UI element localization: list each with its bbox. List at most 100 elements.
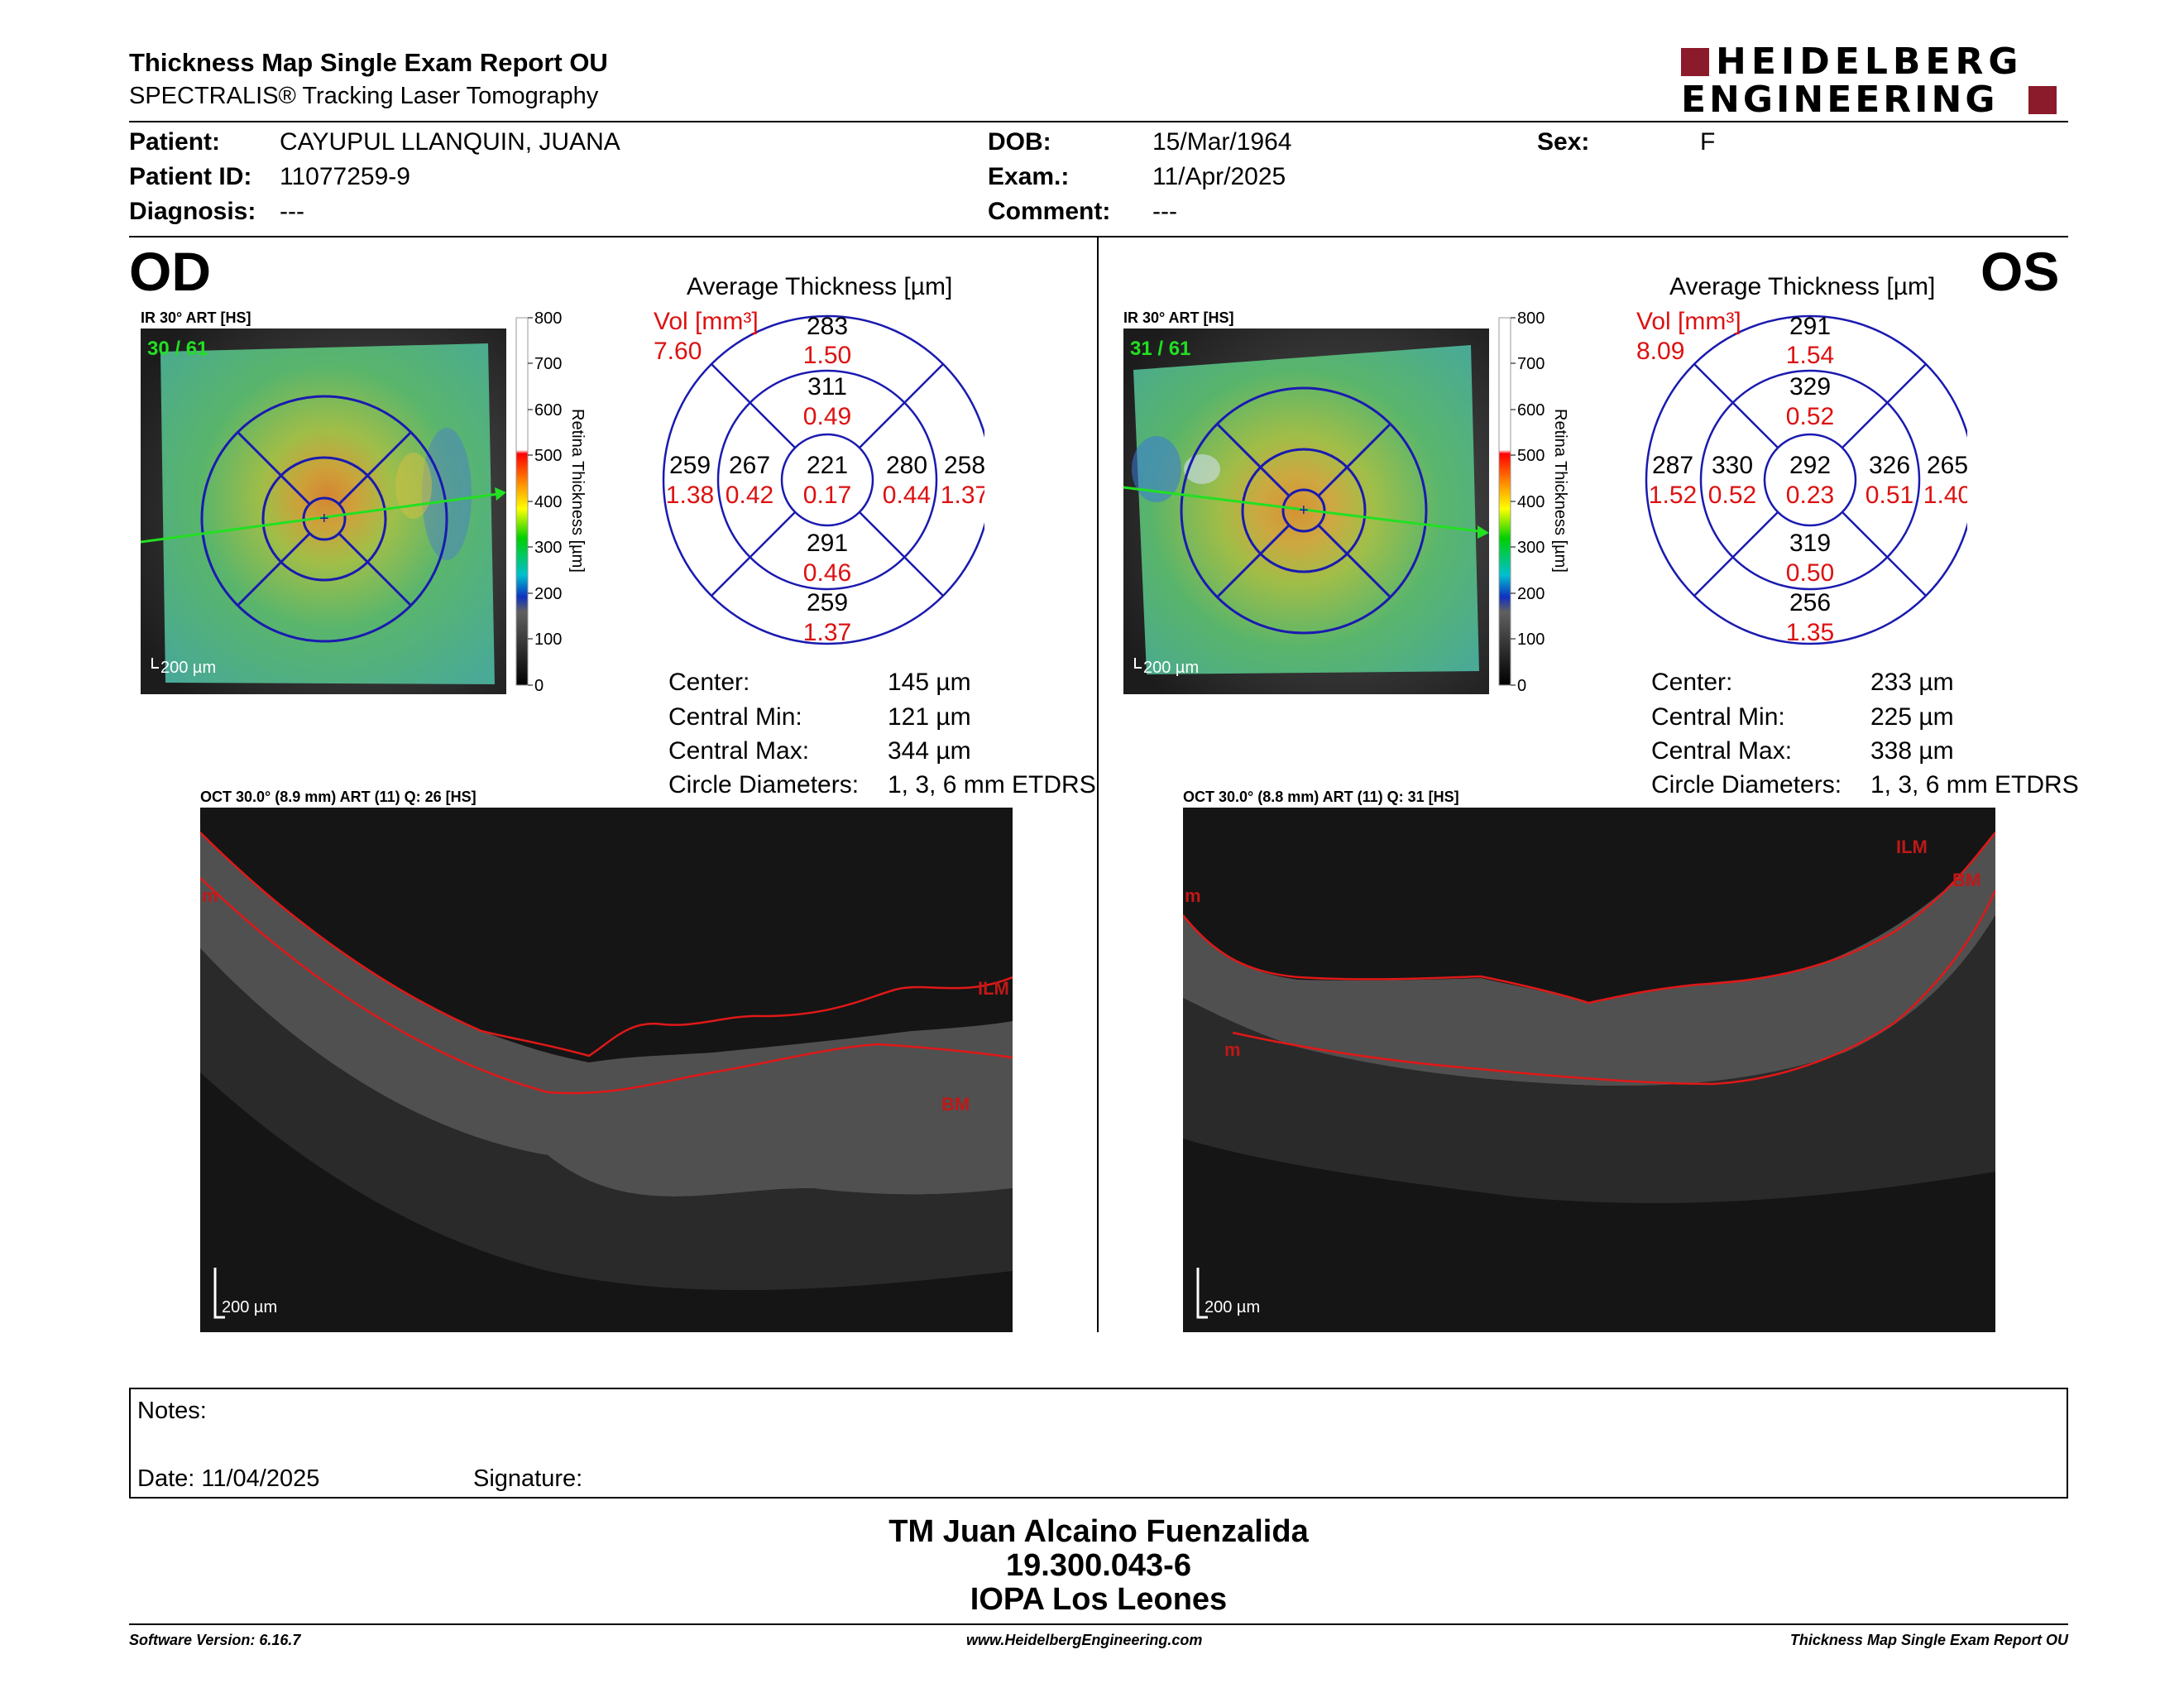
os-superior-outer-vol: 1.54 xyxy=(1786,342,1834,369)
od-nasal-outer-vol: 1.38 xyxy=(666,482,714,509)
notes-date: Date: 11/04/2025 xyxy=(137,1465,320,1492)
os-temporal-outer: 265 xyxy=(1927,452,1967,479)
od-inferior-inner-vol: 0.46 xyxy=(803,559,851,587)
website-link[interactable]: www.HeidelbergEngineering.com xyxy=(966,1632,1203,1648)
os-oct-scale: 200 µm xyxy=(1205,1298,1260,1316)
patient-divider xyxy=(129,236,2068,237)
od-cbar-tick-0: 0 xyxy=(534,677,544,695)
od-nasal-inner: 267 xyxy=(729,452,770,479)
od-superior-inner-vol: 0.49 xyxy=(803,403,851,430)
od-oct-bscan: ILM BM m 200 µm xyxy=(200,808,1013,1332)
diagnosis-value: --- xyxy=(280,198,304,225)
os-center-value: 233 µm xyxy=(1870,669,1954,696)
od-center-value: 145 µm xyxy=(888,669,971,696)
od-temporal-inner-vol: 0.44 xyxy=(883,482,931,509)
diagnosis-label: Diagnosis: xyxy=(129,198,256,225)
od-cbar-tick-700: 700 xyxy=(534,355,562,373)
od-seg-m: m xyxy=(202,885,218,906)
patient-name: CAYUPUL LLANQUIN, JUANA xyxy=(280,128,620,156)
os-etdrs-grid: Vol [mm³] 8.09 291 1.54 329 0.52 287 1.5… xyxy=(1636,308,1967,646)
os-temporal-inner-vol: 0.51 xyxy=(1866,482,1913,509)
od-label: OD xyxy=(129,241,211,302)
os-nasal-outer: 287 xyxy=(1652,452,1693,479)
os-cbar-tick-400: 400 xyxy=(1517,493,1545,511)
od-vol-label: Vol [mm³] xyxy=(654,308,759,335)
os-fundus-thickness-map: + 200 µm 31 / 61 xyxy=(1123,328,1489,694)
logo-square-top xyxy=(1681,48,1709,76)
report-title: Thickness Map Single Exam Report OU xyxy=(129,48,608,77)
od-center: 221 xyxy=(807,452,848,479)
sex-label: Sex: xyxy=(1537,128,1590,156)
logo-square-bottom xyxy=(2028,86,2057,114)
os-oct-label: OCT 30.0° (8.8 mm) ART (11) Q: 31 [HS] xyxy=(1183,789,1459,805)
od-diam-label: Circle Diameters: xyxy=(668,771,860,798)
od-cbar-tick-800: 800 xyxy=(534,309,562,328)
od-cbar-tick-500: 500 xyxy=(534,447,562,465)
od-cbar-tick-100: 100 xyxy=(534,631,562,649)
signer-name: TM Juan Alcaino Fuenzalida xyxy=(888,1514,1309,1549)
comment-value: --- xyxy=(1152,198,1177,225)
patient-id-label: Patient ID: xyxy=(129,163,252,190)
od-inferior-outer: 259 xyxy=(807,589,848,616)
od-cbar-tick-400: 400 xyxy=(534,493,562,511)
os-seg-m-bottom: m xyxy=(1224,1039,1241,1060)
od-superior-outer: 283 xyxy=(807,313,848,340)
od-temporal-outer-vol: 1.37 xyxy=(941,482,984,509)
footer-divider xyxy=(129,1623,2068,1625)
od-ir-scale: 200 µm xyxy=(160,659,216,677)
od-min-label: Central Min: xyxy=(668,703,802,731)
patient-label: Patient: xyxy=(129,128,221,156)
od-temporal-inner: 280 xyxy=(886,452,927,479)
od-cbar-title: Retina Thickness [µm] xyxy=(568,409,587,573)
logo-text-top: HEIDELBERG xyxy=(1716,41,2024,83)
eye-divider xyxy=(1097,237,1099,1332)
os-superior-inner: 329 xyxy=(1789,373,1831,400)
os-min-value: 225 µm xyxy=(1870,703,1954,731)
od-max-value: 344 µm xyxy=(888,737,971,765)
od-max-label: Central Max: xyxy=(668,737,810,765)
os-max-value: 338 µm xyxy=(1870,737,1954,765)
os-inferior-outer-vol: 1.35 xyxy=(1786,619,1834,646)
os-cbar-tick-600: 600 xyxy=(1517,401,1545,420)
os-cbar-tick-200: 200 xyxy=(1517,585,1545,603)
os-oct-bscan: ILM BM m m 200 µm xyxy=(1183,808,1995,1332)
os-seg-bm: BM xyxy=(1952,870,1980,890)
header-divider xyxy=(129,121,2068,122)
footer-report-name: Thickness Map Single Exam Report OU xyxy=(1789,1632,2068,1648)
os-cbar-tick-800: 800 xyxy=(1517,309,1545,328)
od-center-vol: 0.17 xyxy=(803,482,851,509)
od-seg-bm: BM xyxy=(941,1094,970,1115)
os-avg-title: Average Thickness [µm] xyxy=(1669,273,1936,300)
os-cbar-tick-700: 700 xyxy=(1517,355,1545,373)
os-diam-label: Circle Diameters: xyxy=(1651,771,1842,798)
od-superior-inner: 311 xyxy=(807,373,847,400)
signature-label: Signature: xyxy=(473,1465,583,1492)
os-frame-counter: 31 / 61 xyxy=(1130,338,1190,360)
os-nasal-inner-vol: 0.52 xyxy=(1708,482,1756,509)
report-subtitle: SPECTRALIS® Tracking Laser Tomography xyxy=(129,83,599,109)
svg-text:+: + xyxy=(319,510,329,528)
os-center-label: Center: xyxy=(1651,669,1733,696)
os-max-label: Central Max: xyxy=(1651,737,1793,765)
os-inferior-outer: 256 xyxy=(1789,589,1831,616)
os-seg-ilm: ILM xyxy=(1896,837,1928,857)
os-vol-value: 8.09 xyxy=(1636,338,1684,365)
od-fundus-thickness-map: + 200 µm 30 / 61 xyxy=(141,328,506,694)
sex-value: F xyxy=(1700,128,1716,156)
signer-id: 19.300.043-6 xyxy=(1006,1548,1191,1583)
os-inferior-inner: 319 xyxy=(1789,530,1831,557)
os-superior-outer: 291 xyxy=(1789,313,1831,340)
od-center-label: Center: xyxy=(668,669,750,696)
os-temporal-inner: 326 xyxy=(1869,452,1910,479)
od-avg-title: Average Thickness [µm] xyxy=(687,273,953,300)
od-oct-label: OCT 30.0° (8.9 mm) ART (11) Q: 26 [HS] xyxy=(200,789,477,805)
od-colorbar: 800 700 600 500 400 300 200 100 0 Retina… xyxy=(515,309,587,695)
exam-label: Exam.: xyxy=(988,163,1070,190)
patient-id: 11077259-9 xyxy=(280,163,410,190)
dob-value: 15/Mar/1964 xyxy=(1152,128,1292,156)
os-cbar-tick-100: 100 xyxy=(1517,631,1545,649)
os-inferior-inner-vol: 0.50 xyxy=(1786,559,1834,587)
dob-label: DOB: xyxy=(988,128,1051,156)
od-inferior-inner: 291 xyxy=(807,530,848,557)
heidelberg-logo: HEIDELBERG ENGINEERING xyxy=(1679,41,2068,119)
